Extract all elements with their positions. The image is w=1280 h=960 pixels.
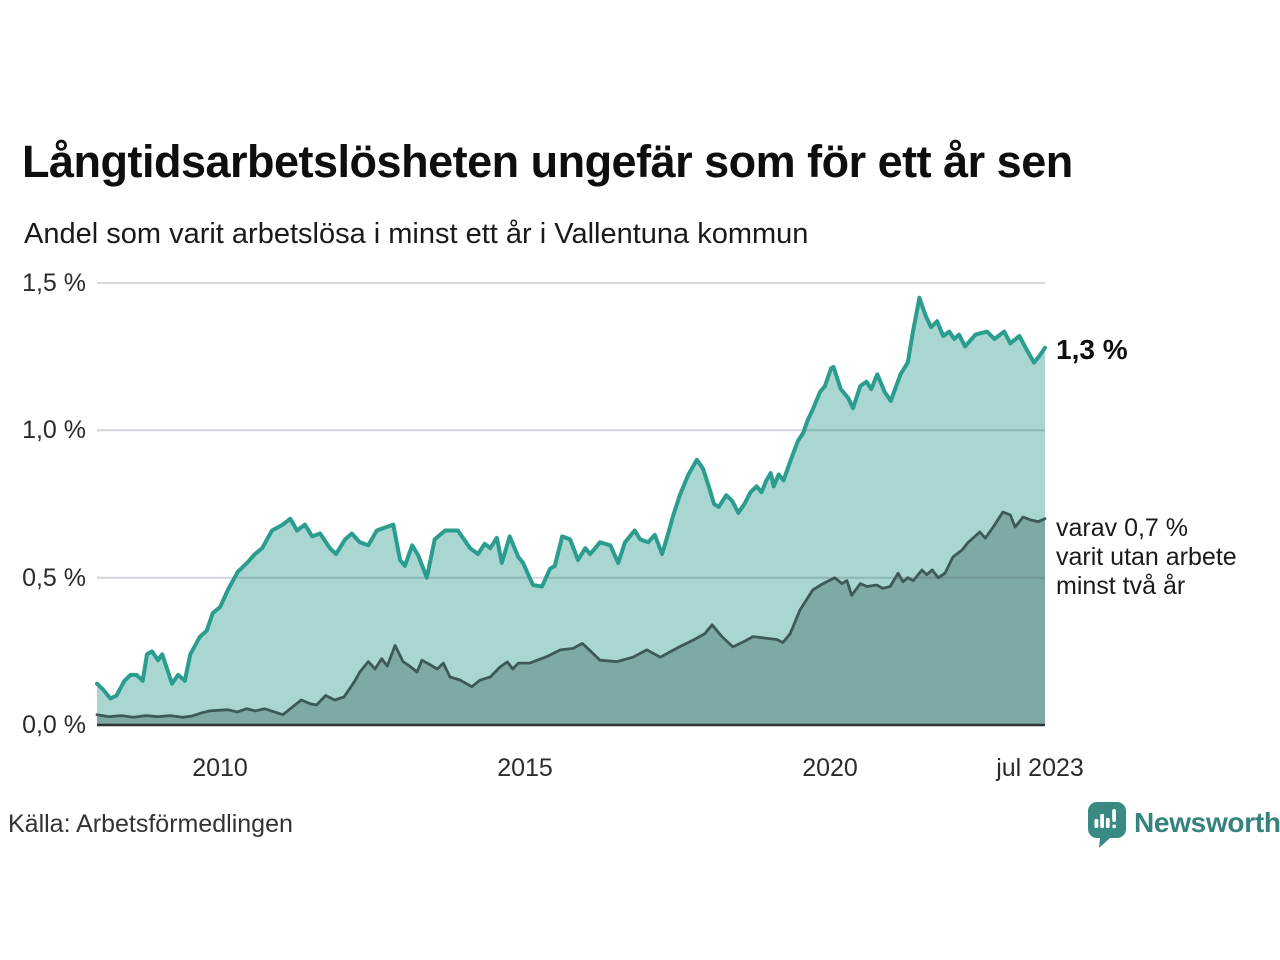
newsworthy-wordmark: Newsworthy [1134, 807, 1280, 838]
y-axis-tick-15: 1,5 % [22, 269, 86, 297]
x-axis-tick-jul-2023: jul 2023 [996, 754, 1084, 782]
minst-tva-ar-line [95, 510, 1047, 719]
newsworthy-logo[interactable]: Newsworthy [1088, 802, 1280, 850]
y-axis-tick-10: 1,0 % [22, 416, 86, 444]
source-note: Källa: Arbetsförmedlingen [8, 810, 293, 838]
minst-ett-ar-line [95, 295, 1047, 701]
minst-tva-ar-area [97, 512, 1045, 725]
y-axis-tick-05: 0,5 % [22, 564, 86, 592]
latest-value-label: 1,3 % [1056, 334, 1128, 365]
two-year-annotation: varav 0,7 % varit utan arbete minst två … [1056, 514, 1237, 601]
x-axis-tick-2010: 2010 [192, 754, 248, 782]
y-axis-tick-0: 0,0 % [22, 711, 86, 739]
page-title: Långtidsarbetslösheten ungefär som för e… [22, 136, 1073, 187]
x-axis-tick-2015: 2015 [497, 754, 553, 782]
two-year-annotation-line1: varav 0,7 % [1056, 514, 1189, 542]
newsworthy-bubble-icon [1088, 802, 1126, 848]
two-year-annotation-line3: minst två år [1056, 572, 1186, 600]
x-axis-tick-2020: 2020 [802, 754, 858, 782]
page-subtitle: Andel som varit arbetslösa i minst ett å… [24, 218, 809, 250]
two-year-annotation-line2: varit utan arbete [1056, 543, 1237, 571]
